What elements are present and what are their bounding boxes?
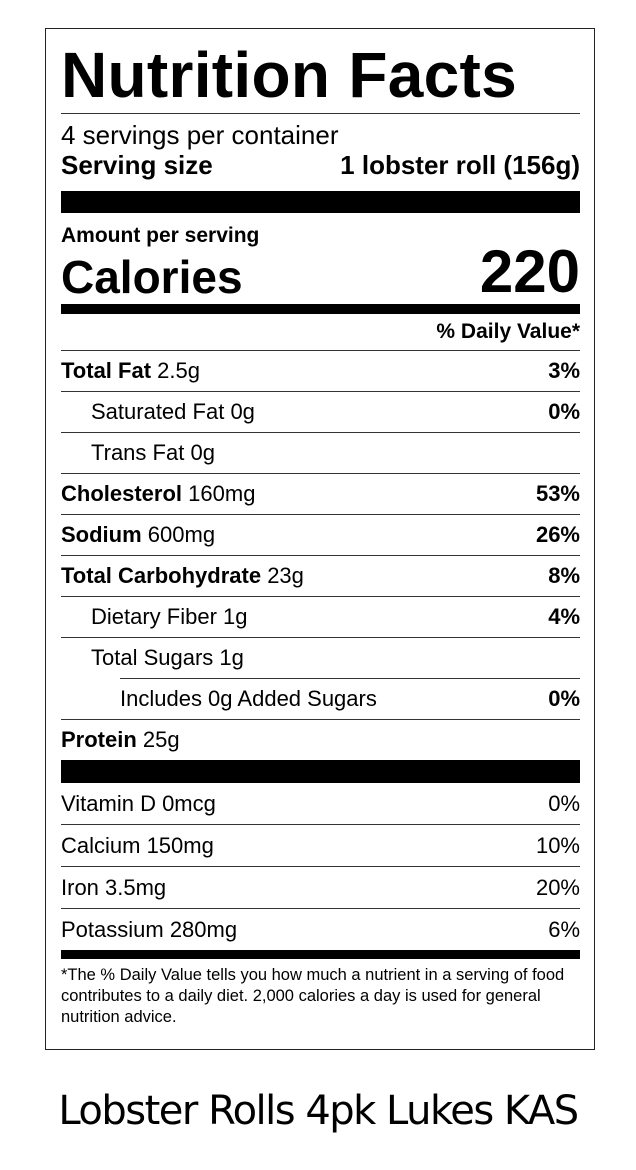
nutrient-row-trans-fat: Trans Fat 0g [61,432,580,473]
medium-divider [61,950,580,959]
thick-divider [61,191,580,213]
calories-row: Calories 220 [61,242,580,302]
vitamin-row-potassium: Potassium 280mg 6% [61,908,580,950]
daily-value-header: % Daily Value* [436,320,580,343]
footnote: *The % Daily Value tells you how much a … [61,966,565,1026]
nutrient-row-total-carbohydrate: Total Carbohydrate 23g 8% [61,555,580,596]
serving-size: Serving size 1 lobster roll (156g) [61,150,580,180]
nutrient-row-sodium: Sodium 600mg 26% [61,514,580,555]
medium-divider [61,304,580,314]
nutrient-row-total-fat: Total Fat 2.5g 3% [61,350,580,391]
nutrient-row-total-sugars: Total Sugars 1g [61,637,580,678]
vitamin-row-vitamin-d: Vitamin D 0mcg 0% [61,790,580,816]
serving-size-value: 1 lobster roll (156g) [340,150,580,180]
calories-label: Calories [61,251,243,303]
calories-value: 220 [479,238,580,305]
servings-per-container: 4 servings per container [61,120,339,150]
nutrient-row-saturated-fat: Saturated Fat 0g 0% [61,391,580,432]
product-caption: Lobster Rolls 4pk Lukes KAS [58,1088,579,1134]
nutrient-row-protein: Protein 25g [61,719,580,760]
label-title: Nutrition Facts [61,39,518,111]
thick-divider [61,760,580,783]
divider [61,113,580,114]
vitamin-row-iron: Iron 3.5mg 20% [61,866,580,908]
vitamin-row-calcium: Calcium 150mg 10% [61,824,580,866]
amount-per-serving: Amount per serving [61,224,260,247]
nutrient-row-dietary-fiber: Dietary Fiber 1g 4% [61,596,580,637]
serving-size-label: Serving size [61,150,213,180]
nutrient-row-added-sugars: Includes 0g Added Sugars 0% [120,678,580,719]
nutrition-label: Nutrition Facts 4 servings per container… [45,28,595,1050]
nutrient-row-cholesterol: Cholesterol 160mg 53% [61,473,580,514]
